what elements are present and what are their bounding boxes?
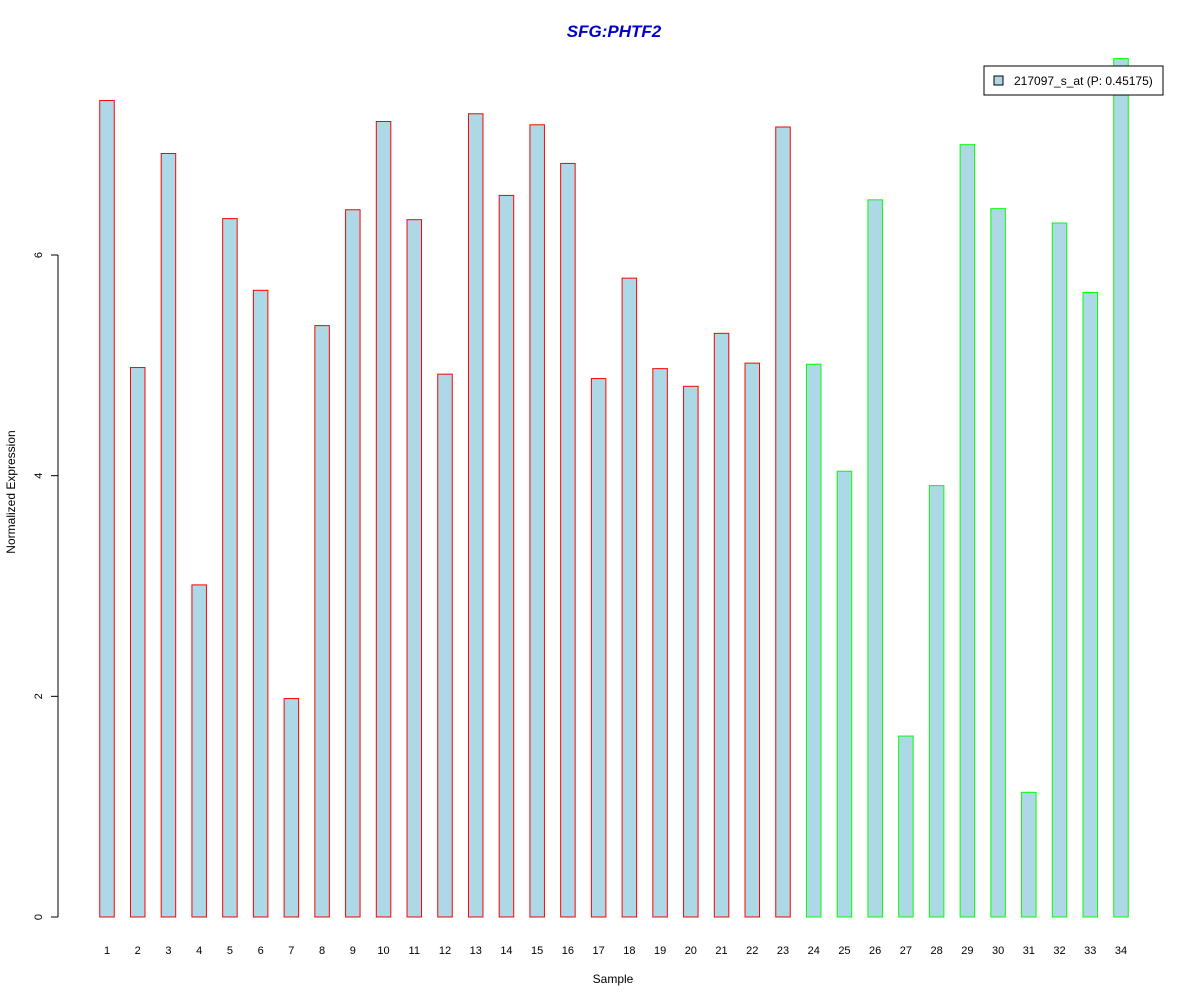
- x-tick-label: 17: [593, 945, 605, 957]
- bar-sample-30: [990, 208, 1006, 918]
- bar-sample-6: [252, 289, 269, 918]
- x-tick-label: 21: [715, 945, 727, 957]
- bar-sample-33: [1082, 292, 1099, 918]
- bar-sample-3: [160, 152, 177, 918]
- x-tick-label: 29: [961, 945, 973, 957]
- x-tick-label: 23: [777, 945, 789, 957]
- x-tick-label: 2: [135, 945, 141, 957]
- x-axis-title: Sample: [593, 972, 634, 986]
- y-axis-title: Normalized Expression: [4, 430, 18, 553]
- bar-sample-22: [744, 362, 761, 918]
- bar-sample-2: [129, 367, 146, 918]
- x-tick-label: 25: [838, 945, 850, 957]
- bar-sample-7: [283, 698, 300, 918]
- x-tick-label: 12: [439, 945, 451, 957]
- bar-sample-16: [560, 162, 576, 918]
- x-tick-label: 20: [685, 945, 697, 957]
- x-tick-labels: 1 2 3 4 5 6 7 8 9 10 11 12 13 14 15 16 17 18 19 20 21 22 23 24 2…: [104, 945, 1127, 957]
- x-tick-label: 32: [1053, 945, 1065, 957]
- x-tick-label: 19: [654, 945, 666, 957]
- legend: 217097_s_at (P: 0.45175): [983, 65, 1164, 96]
- legend-label: 217097_s_at (P: 0.45175): [1014, 74, 1153, 88]
- bar-sample-21: [713, 332, 730, 918]
- y-tick-label: 4: [33, 473, 45, 479]
- x-tick-label: 10: [377, 945, 389, 957]
- x-tick-label: 22: [746, 945, 758, 957]
- x-tick-label: 14: [500, 945, 512, 957]
- bar-sample-27: [898, 735, 914, 918]
- bar-sample-9: [345, 209, 361, 918]
- x-tick-label: 30: [992, 945, 1004, 957]
- bar-sample-4: [191, 584, 207, 918]
- bar-sample-10: [375, 121, 392, 918]
- bar-sample-31: [1021, 791, 1037, 918]
- bar-sample-19: [652, 368, 668, 918]
- x-tick-label: 5: [227, 945, 233, 957]
- legend-swatch: [993, 75, 1004, 86]
- bar-sample-29: [959, 144, 976, 918]
- x-tick-label: 6: [258, 945, 264, 957]
- bar-sample-24: [805, 363, 822, 918]
- y-tick-label: 2: [33, 693, 45, 699]
- bar-sample-1: [99, 100, 115, 918]
- bar-sample-11: [406, 219, 423, 918]
- x-tick-label: 3: [165, 945, 171, 957]
- x-tick-label: 15: [531, 945, 543, 957]
- bar-sample-5: [222, 218, 238, 918]
- x-tick-label: 1: [104, 945, 110, 957]
- x-tick-label: 4: [196, 945, 202, 957]
- bar-sample-17: [590, 378, 607, 918]
- x-tick-label: 11: [409, 945, 420, 957]
- bar-sample-28: [928, 485, 945, 918]
- bar-sample-23: [775, 126, 791, 918]
- bars-group: [99, 58, 1129, 918]
- y-axis: 0 2 4 6: [33, 252, 59, 920]
- x-tick-label: 24: [808, 945, 820, 957]
- bar-sample-26: [867, 199, 883, 918]
- x-tick-label: 33: [1084, 945, 1096, 957]
- y-tick-label: 6: [33, 252, 45, 258]
- bar-sample-15: [529, 124, 545, 918]
- chart-title: SFG:PHTF2: [567, 22, 662, 41]
- x-tick-label: 9: [350, 945, 356, 957]
- bar-sample-32: [1051, 222, 1068, 918]
- bar-sample-12: [437, 373, 453, 918]
- bar-sample-14: [498, 194, 515, 918]
- x-tick-label: 7: [288, 945, 294, 957]
- x-tick-label: 8: [319, 945, 325, 957]
- x-tick-label: 26: [869, 945, 881, 957]
- x-tick-label: 18: [623, 945, 635, 957]
- bar-sample-25: [836, 470, 853, 918]
- legend-box: [983, 65, 1164, 96]
- bar-sample-8: [314, 325, 330, 918]
- x-tick-label: 27: [900, 945, 912, 957]
- x-tick-label: 13: [470, 945, 482, 957]
- y-tick-label: 0: [33, 914, 45, 920]
- bar-sample-20: [683, 385, 699, 918]
- bar-sample-18: [621, 277, 638, 918]
- bar-sample-13: [467, 113, 484, 918]
- bar-sample-34: [1113, 58, 1129, 918]
- x-tick-label: 31: [1023, 945, 1035, 957]
- x-tick-label: 16: [562, 945, 574, 957]
- x-tick-label: 34: [1115, 945, 1127, 957]
- x-tick-label: 28: [931, 945, 943, 957]
